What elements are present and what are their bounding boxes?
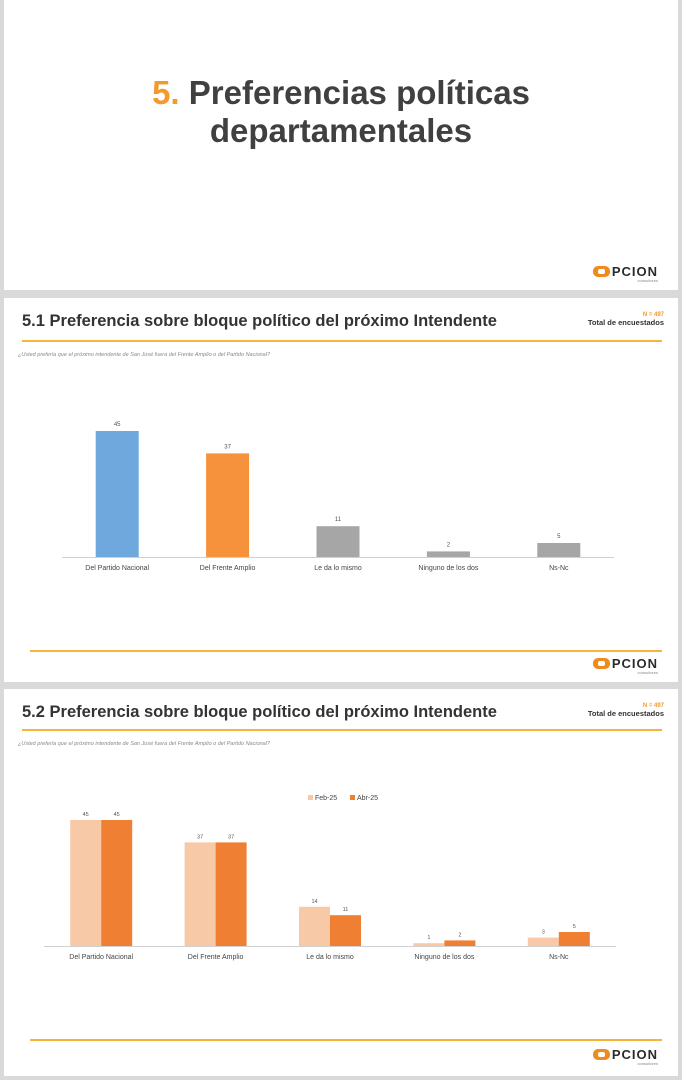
logo-subtitle: consultores: [637, 670, 658, 675]
sample-label: Total de encuestados: [587, 318, 664, 327]
bar-chart-5-1: 45 Del Partido Nacional 37 Del Frente Ampli…: [62, 422, 614, 572]
bar-abr-25-del-partido-nacional: [101, 820, 133, 946]
logo-subtitle: consultores: [637, 1061, 658, 1066]
category-label-le-da-lo-mismo: Le da lo mismo: [314, 565, 362, 572]
category-label-ns-nc: Ns-Nc: [549, 954, 569, 961]
bar-feb-25-ninguno-de-los-dos: [413, 943, 445, 946]
grouped-bar-chart-5-2: Feb-25 Abr-25 45 45 Del Partido Nacional 37 37…: [44, 795, 616, 961]
bar-feb-25-ns-nc: [527, 937, 559, 946]
bar-le-da-lo-mismo: [316, 526, 360, 557]
chart-slide-5-1: 5.1 Preferencia sobre bloque político de…: [4, 298, 678, 682]
data-label-del-partido-nacional: 45: [114, 422, 121, 428]
data-label-feb-25-ninguno-de-los-dos: 1: [427, 935, 430, 941]
category-label-ninguno-de-los-dos: Ninguno de los dos: [418, 565, 478, 572]
data-label-ns-nc: 5: [557, 534, 561, 540]
logo-text: PCION: [611, 1047, 658, 1062]
opcion-logo: PCION consultores: [592, 264, 658, 283]
category-label-del-partido-nacional: Del Partido Nacional: [85, 565, 149, 572]
data-label-abr-25-del-partido-nacional: 45: [114, 812, 120, 818]
section-title-line1: Preferencias políticas: [188, 74, 530, 111]
logo-o-icon: [592, 658, 610, 669]
section-title-line2: departamentales: [209, 112, 473, 149]
data-label-abr-25-del-frente-amplio: 37: [228, 834, 234, 840]
data-label-feb-25-del-frente-amplio: 37: [197, 834, 203, 840]
data-label-feb-25-ns-nc: 3: [542, 930, 545, 936]
bar-abr-25-ns-nc: [558, 932, 590, 946]
data-label-abr-25-ns-nc: 5: [573, 924, 576, 930]
legend-swatch-feb-25: [308, 795, 313, 800]
bar-abr-25-ninguno-de-los-dos: [444, 940, 476, 946]
chart-slide-5-2: 5.2 Preferencia sobre bloque político de…: [4, 689, 678, 1076]
category-label-del-frente-amplio: Del Frente Amplio: [188, 954, 244, 961]
section-title: 5. Preferencias políticas departamentale…: [4, 74, 678, 150]
data-label-del-frente-amplio: 37: [224, 444, 231, 450]
legend-label-feb-25: Feb-25: [315, 795, 337, 802]
data-label-feb-25-le-da-lo-mismo: 14: [311, 899, 317, 905]
bottom-rule: [30, 1039, 662, 1041]
category-label-ns-nc: Ns-Nc: [549, 565, 569, 572]
chart-title: 5.1 Preferencia sobre bloque político de…: [22, 312, 497, 330]
sample-size: N = 497: [642, 703, 664, 709]
category-label-ninguno-de-los-dos: Ninguno de los dos: [414, 954, 474, 961]
logo-text: PCION: [611, 264, 658, 279]
bar-feb-25-del-partido-nacional: [70, 820, 102, 946]
opcion-logo: PCION consultores: [592, 656, 658, 675]
logo-o-icon: [592, 266, 610, 277]
heading-rule: [22, 729, 662, 731]
legend-label-abr-25: Abr-25: [357, 795, 378, 802]
title-slide: 5. Preferencias políticas departamentale…: [4, 0, 678, 290]
section-number: 5.: [152, 74, 180, 111]
logo-subtitle: consultores: [637, 278, 658, 283]
bar-abr-25-le-da-lo-mismo: [330, 915, 361, 946]
data-label-abr-25-le-da-lo-mismo: 11: [343, 907, 349, 913]
heading-rule: [22, 340, 662, 342]
sample-size: N = 497: [642, 312, 664, 318]
legend-swatch-abr-25: [350, 795, 355, 800]
logo-o-icon: [592, 1049, 610, 1060]
bottom-rule: [30, 650, 662, 652]
data-label-le-da-lo-mismo: 11: [335, 517, 342, 523]
category-label-le-da-lo-mismo: Le da lo mismo: [306, 954, 354, 961]
sample-size-box: N = 497 Total de encuestados: [588, 703, 664, 718]
bar-abr-25-del-frente-amplio: [215, 842, 247, 946]
logo-text: PCION: [611, 656, 658, 671]
data-label-abr-25-ninguno-de-los-dos: 2: [458, 932, 461, 938]
category-label-del-frente-amplio: Del Frente Amplio: [200, 565, 256, 572]
survey-question: ¿Usted prefería que el próximo intendent…: [18, 741, 271, 747]
data-label-ninguno-de-los-dos: 2: [447, 542, 451, 548]
data-label-feb-25-del-partido-nacional: 45: [83, 812, 89, 818]
bar-del-partido-nacional: [95, 431, 139, 557]
opcion-logo: PCION consultores: [592, 1047, 658, 1066]
bar-del-frente-amplio: [206, 453, 250, 557]
bar-ns-nc: [537, 543, 581, 557]
sample-size-box: N = 497 Total de encuestados: [588, 312, 664, 327]
survey-question: ¿Usted prefería que el próximo intendent…: [18, 352, 271, 358]
bar-ninguno-de-los-dos: [426, 551, 470, 557]
bar-feb-25-del-frente-amplio: [184, 842, 216, 946]
bar-feb-25-le-da-lo-mismo: [299, 906, 330, 946]
category-label-del-partido-nacional: Del Partido Nacional: [69, 954, 133, 961]
chart-title: 5.2 Preferencia sobre bloque político de…: [22, 703, 497, 721]
sample-label: Total de encuestados: [587, 709, 664, 718]
